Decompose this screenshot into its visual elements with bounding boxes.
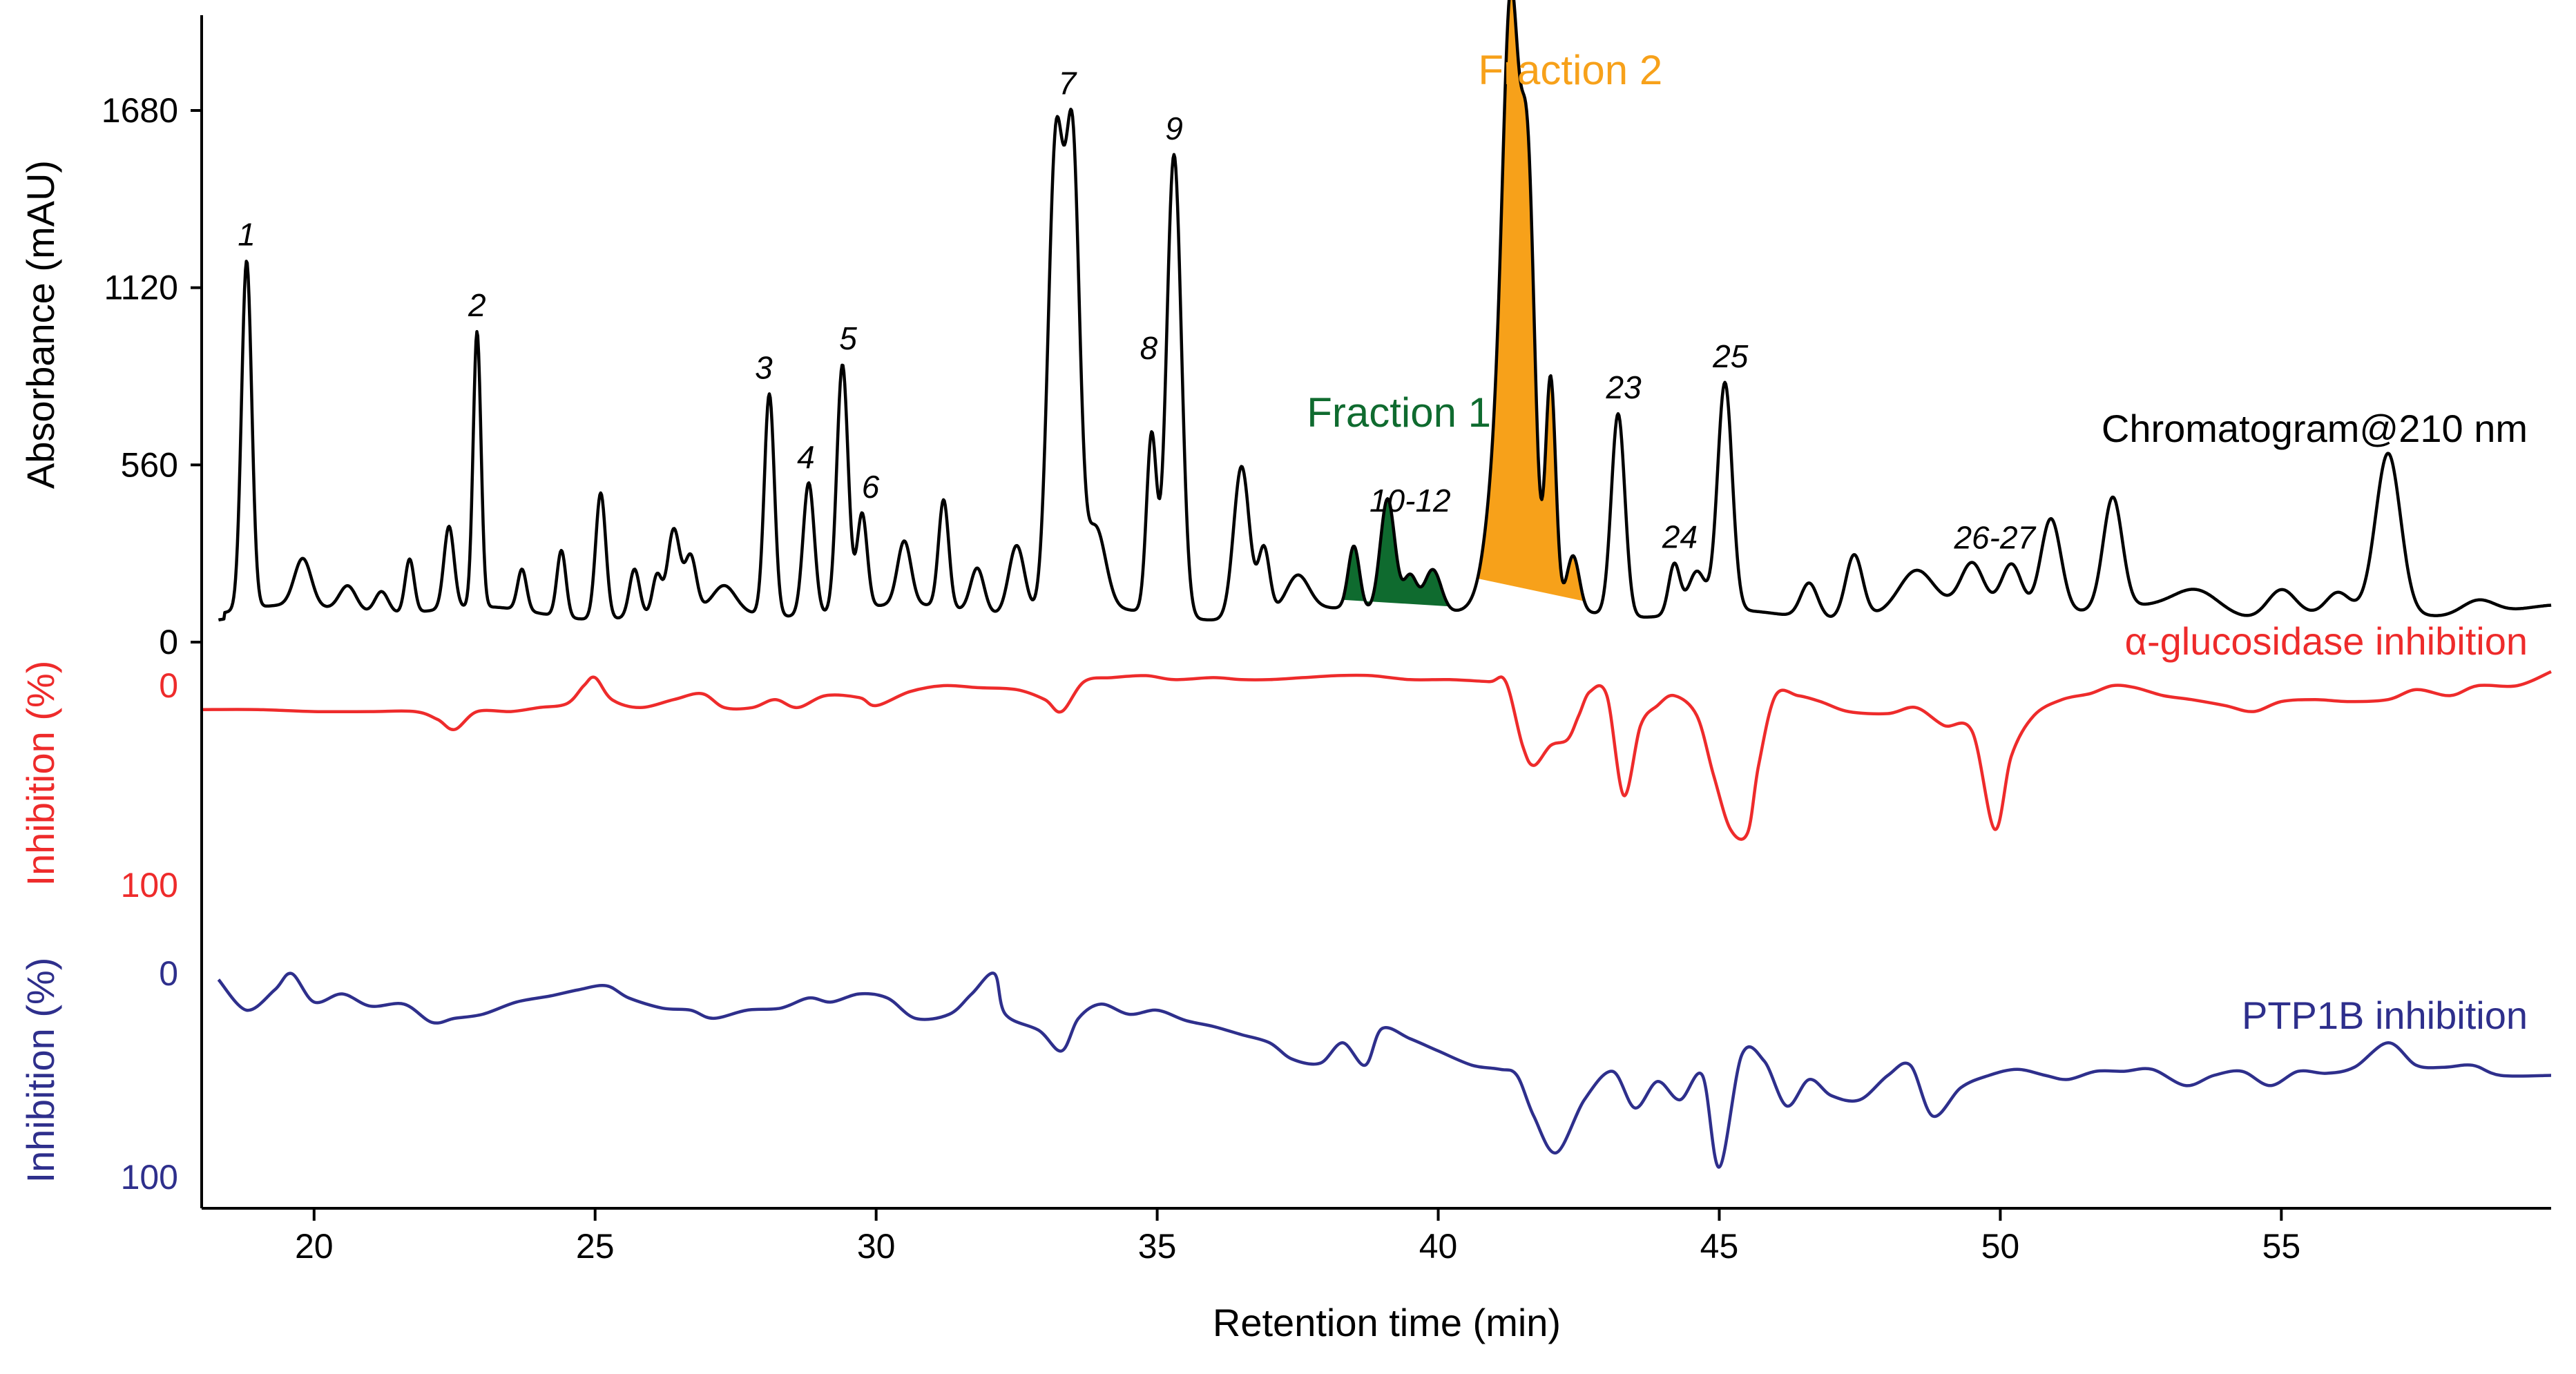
chromatogram-line — [218, 0, 2552, 622]
y-tick-label: 560 — [121, 445, 178, 484]
y-tick-label: 0 — [159, 623, 178, 661]
x-tick-label: 20 — [295, 1227, 334, 1266]
y-axis-title-absorbance: Absorbance (mAU) — [19, 160, 62, 489]
ptp1b-series-label: PTP1B inhibition — [2242, 994, 2528, 1037]
x-axis-title: Retention time (min) — [1213, 1301, 1561, 1344]
peak-label: 25 — [1712, 338, 1749, 374]
peak-label: 26-27 — [1953, 520, 2036, 556]
peak-label: 2 — [468, 287, 486, 323]
peak-label: 4 — [797, 439, 815, 475]
y-axis-title-ptp1b: Inhibition (%) — [19, 958, 62, 1183]
x-tick-label: 40 — [1419, 1227, 1458, 1266]
y-tick-label: 1680 — [102, 91, 178, 130]
x-tick-label: 50 — [1981, 1227, 2020, 1266]
ptp1b-y-tick-label: 0 — [159, 954, 178, 993]
fraction-2-label: Fraction 2 — [1478, 47, 1662, 93]
x-tick-label: 55 — [2262, 1227, 2301, 1266]
alpha-glucosidase-y-tick-label: 0 — [159, 666, 178, 705]
peak-label: 23 — [1606, 369, 1642, 405]
alpha-glucosidase-inhibition-line — [201, 670, 2552, 841]
alpha-glucosidase-series-label: α-glucosidase inhibition — [2125, 619, 2528, 663]
alpha-glucosidase-y-tick-label: 100 — [121, 866, 178, 904]
y-tick-label: 1120 — [104, 269, 178, 307]
peak-label: 6 — [862, 469, 880, 505]
chromatogram-series-label: Chromatogram@210 nm — [2102, 407, 2528, 450]
x-tick-label: 45 — [1700, 1227, 1739, 1266]
peak-label: 8 — [1140, 330, 1158, 366]
peak-label: 1 — [238, 217, 256, 253]
y-axis-title-glucosidase: Inhibition (%) — [19, 661, 62, 887]
ptp1b-y-tick-label: 100 — [121, 1158, 178, 1197]
peak-label: 24 — [1662, 519, 1698, 555]
x-tick-label: 35 — [1138, 1227, 1177, 1266]
x-tick-label: 30 — [857, 1227, 896, 1266]
peak-label: 7 — [1059, 66, 1077, 101]
ptp1b-inhibition-line — [217, 971, 2552, 1169]
peak-label: 5 — [839, 320, 857, 356]
peak-label: 10-12 — [1369, 483, 1451, 519]
peak-label: 9 — [1165, 110, 1183, 146]
peak-label: 3 — [755, 349, 773, 385]
fraction-1-label: Fraction 1 — [1307, 389, 1491, 436]
x-tick-label: 25 — [576, 1227, 615, 1266]
